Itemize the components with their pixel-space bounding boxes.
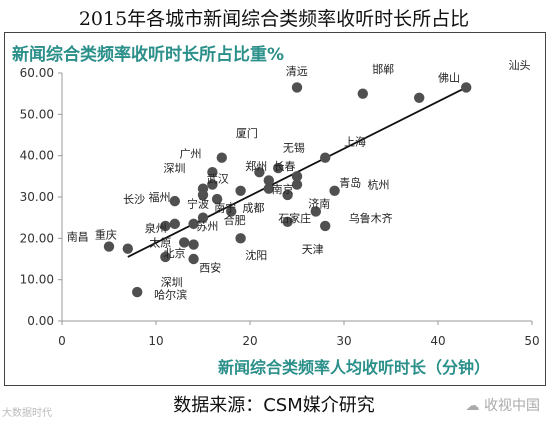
point-label: 广州: [180, 148, 202, 161]
data-point: [357, 88, 368, 99]
data-point: [291, 171, 303, 182]
x-tick-label: 40: [430, 334, 445, 348]
watermark-left: 大数据时代: [2, 408, 52, 419]
data-point: [282, 189, 293, 201]
point-label: 青岛: [339, 176, 361, 190]
data-point: [235, 185, 246, 196]
chart-title: 新闻综合类频率收听时长所占比重%: [12, 45, 285, 65]
point-label: 泉州: [145, 221, 167, 235]
data-point: [235, 233, 246, 244]
data-point: [188, 218, 199, 230]
data-point: [291, 179, 303, 190]
point-label: 宁波: [187, 196, 209, 210]
data-point: [169, 195, 180, 207]
point-label: 北京: [164, 246, 186, 260]
point-label: 汕头: [509, 59, 531, 72]
point-label: 南京: [272, 182, 294, 196]
point-label: 邯郸: [372, 62, 394, 76]
data-point: [263, 183, 274, 194]
point-label: 太原: [149, 237, 171, 250]
data-point: [122, 243, 133, 254]
point-label: 深圳: [161, 276, 183, 289]
data-point: [273, 162, 284, 174]
y-tick-label: 10.00: [20, 273, 54, 287]
y-tick-label: 50.00: [20, 107, 54, 121]
x-tick-label: 30: [336, 334, 351, 348]
data-point: [310, 206, 321, 217]
data-point: [207, 179, 218, 190]
point-label: 苏州: [196, 220, 218, 233]
point-label: 深圳: [164, 162, 186, 175]
x-tick-label: 50: [524, 334, 539, 348]
data-point: [132, 286, 143, 298]
data-point: [211, 193, 223, 205]
point-label: 南宁: [214, 200, 236, 214]
point-label: 清远: [286, 65, 308, 78]
point-label: 南昌: [67, 230, 89, 243]
point-label: 杭州: [368, 178, 390, 192]
point-label: 济南: [308, 196, 330, 210]
watermark-right: ☁ 收视中国: [466, 395, 540, 415]
data-point: [461, 82, 472, 93]
data-point: [179, 237, 190, 248]
y-tick-label: 40.00: [20, 149, 54, 163]
data-point: [188, 253, 199, 265]
point-label: 郑州: [245, 159, 267, 173]
data-point: [320, 220, 331, 232]
point-label: 合肥: [224, 213, 246, 227]
data-point: [291, 82, 303, 93]
point-label: 厦门: [236, 126, 258, 140]
x-tick-label: 0: [58, 334, 66, 348]
data-point: [197, 189, 209, 201]
x-tick-label: 10: [148, 334, 163, 348]
point-label: 沈阳: [245, 248, 267, 262]
point-label: 乌鲁木齐: [349, 211, 393, 225]
data-point: [282, 216, 293, 227]
data-point: [216, 152, 227, 163]
data-point: [207, 167, 218, 178]
point-label: 长沙: [123, 193, 145, 206]
point-label: 重庆: [95, 227, 117, 241]
data-point: [188, 239, 199, 250]
point-label: 无锡: [283, 141, 305, 155]
data-point: [169, 218, 180, 230]
data-point: [254, 167, 265, 178]
watermark-right-text: 收视中国: [484, 398, 540, 414]
y-tick-label: 60.00: [20, 66, 54, 80]
wechat-icon: ☁: [465, 398, 480, 414]
y-tick-label: 30.00: [20, 190, 54, 204]
point-label: 哈尔滨: [154, 287, 187, 301]
data-point: [414, 92, 425, 104]
data-point: [160, 220, 171, 232]
point-label: 长春: [274, 160, 296, 173]
point-label: 石家庄: [278, 211, 311, 225]
y-tick-label: 20.00: [20, 231, 54, 245]
data-point: [320, 152, 331, 163]
point-label: 西安: [199, 260, 221, 274]
data-point: [263, 175, 274, 186]
chart-frame: [4, 32, 546, 386]
point-label: 武汉: [207, 173, 229, 186]
data-point: [329, 185, 340, 196]
source-caption: 数据来源：CSM媒介研究: [173, 395, 375, 416]
x-tick-label: 20: [242, 334, 257, 348]
data-point: [103, 241, 115, 252]
point-label: 福州: [148, 190, 170, 204]
y-tick-label: 0.00: [27, 314, 54, 328]
axes: 0.00 10.00 20.00 30.00 40.00 50.00 60.00 0 10 20 3…: [20, 66, 540, 348]
data-point: [160, 251, 171, 263]
point-label: 成都: [242, 201, 264, 214]
page-title: 2015年各城市新闻综合类频率收听时长所占比: [78, 8, 470, 30]
x-axis-title: 新闻综合类频率人均收听时长（分钟）: [218, 358, 491, 377]
point-label: 天津: [302, 243, 324, 256]
point-label: 上海: [344, 134, 366, 148]
data-points: [103, 82, 472, 298]
data-point: [226, 206, 237, 217]
point-label: 佛山: [438, 71, 460, 84]
data-point: [197, 212, 209, 223]
